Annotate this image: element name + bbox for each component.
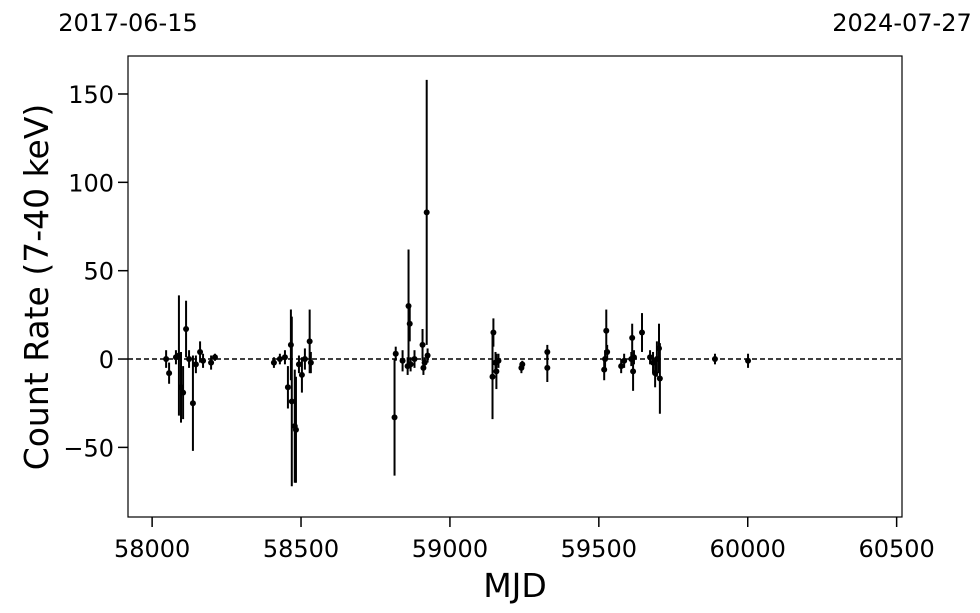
data-point	[306, 338, 313, 345]
y-tick-label: 50	[83, 258, 114, 286]
data-point	[307, 359, 314, 366]
x-tick-label: 60500	[858, 535, 934, 563]
y-tick-label: 150	[68, 81, 114, 109]
data-point	[601, 366, 608, 373]
data-point	[639, 329, 646, 336]
data-point	[602, 356, 609, 363]
data-point	[745, 357, 752, 364]
data-point	[495, 357, 502, 364]
data-point	[211, 354, 218, 361]
x-tick-label: 59500	[561, 535, 637, 563]
data-point	[629, 334, 636, 341]
data-point	[544, 348, 551, 355]
data-point	[618, 363, 625, 370]
x-tick-label: 58000	[114, 535, 190, 563]
data-point	[186, 356, 193, 363]
data-point	[653, 356, 660, 363]
data-point	[175, 352, 182, 359]
data-point	[652, 370, 659, 377]
data-point	[200, 357, 207, 364]
data-point	[421, 359, 428, 366]
data-point	[604, 348, 611, 355]
data-point	[603, 327, 610, 334]
data-point	[411, 356, 418, 363]
data-point	[287, 341, 294, 348]
data-point	[284, 384, 291, 391]
data-point	[270, 359, 277, 366]
data-point	[178, 384, 185, 391]
data-point	[298, 371, 305, 378]
plot-frame	[127, 55, 903, 518]
data-point	[630, 368, 637, 375]
data-point	[166, 370, 173, 377]
data-point	[647, 354, 654, 361]
data-point	[656, 375, 663, 382]
y-tick-label: 0	[99, 346, 114, 374]
data-point	[420, 364, 427, 371]
data-point	[489, 373, 496, 380]
top-date-label: 2017-06-15	[58, 9, 197, 37]
data-point	[544, 364, 551, 371]
data-point	[630, 354, 637, 361]
data-point	[621, 357, 628, 364]
data-point	[655, 345, 662, 352]
data-point	[189, 400, 196, 407]
data-point	[392, 350, 399, 357]
data-point	[180, 389, 187, 396]
data-point	[197, 348, 204, 355]
data-point	[406, 320, 413, 327]
data-point	[423, 209, 430, 216]
data-point	[405, 303, 412, 310]
x-axis-label: MJD	[483, 566, 547, 605]
data-point	[407, 361, 414, 368]
data-point	[493, 368, 500, 375]
data-point	[163, 356, 170, 363]
top-date-label: 2024-07-27	[832, 9, 971, 37]
data-point	[276, 356, 283, 363]
data-point	[650, 359, 657, 366]
data-point	[399, 357, 406, 364]
data-point	[519, 361, 526, 368]
data-point	[301, 356, 308, 363]
y-tick-label: 100	[68, 169, 114, 197]
data-point	[183, 325, 190, 332]
data-point	[419, 341, 426, 348]
y-axis-label: Count Rate (7-40 keV)	[17, 104, 56, 471]
x-tick-label: 59000	[412, 535, 488, 563]
y-tick-label: −50	[63, 434, 114, 462]
data-point	[281, 354, 288, 361]
data-point	[295, 361, 302, 368]
data-point	[192, 361, 199, 368]
data-point	[711, 356, 718, 363]
x-tick-label: 58500	[263, 535, 339, 563]
data-point	[490, 329, 497, 336]
data-point	[288, 398, 295, 405]
x-tick-label: 60000	[710, 535, 786, 563]
data-point	[424, 352, 431, 359]
data-point	[292, 426, 299, 433]
data-point	[391, 414, 398, 421]
data-point	[208, 359, 215, 366]
